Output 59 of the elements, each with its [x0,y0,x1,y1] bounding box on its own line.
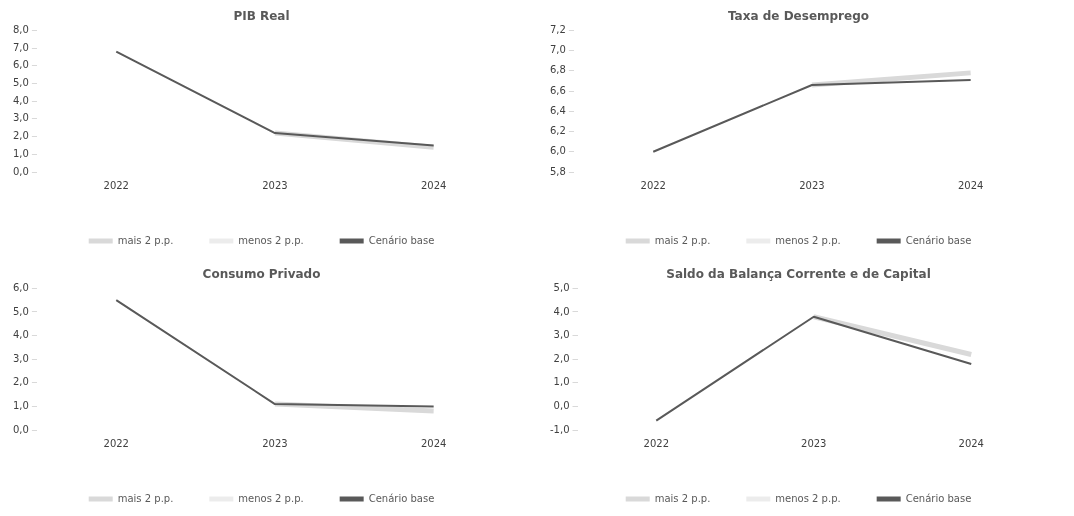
y-tick-label: 6,2 [550,125,566,137]
y-tick-label: 1,0 [13,147,29,159]
y-tick-label: 3,0 [13,352,29,364]
legend-label: Cenário base [905,492,972,504]
chart-title: PIB Real [233,9,290,24]
legend-label: menos 2 p.p. [775,234,841,246]
y-tick-label: 4,0 [13,329,29,341]
y-tick-label: 6,8 [550,64,566,76]
y-tick-label: 2,0 [13,130,29,142]
x-tick-label: 2024 [957,179,984,191]
y-tick-label: 5,0 [553,281,570,293]
y-tick-label: 6,0 [13,59,29,71]
legend-label: mais 2 p.p. [654,492,711,504]
x-tick-label: 2024 [958,437,984,449]
x-tick-label: 2023 [262,437,288,449]
legend-label: mais 2 p.p. [654,234,711,246]
legend-label: menos 2 p.p. [238,492,304,504]
y-tick-label: 4,0 [13,94,29,106]
y-tick-label: 0,0 [13,423,29,435]
y-tick-label: 2,0 [13,376,29,388]
x-tick-label: 2023 [262,179,288,191]
y-tick-label: 0,0 [553,399,570,411]
y-tick-label: 1,0 [13,399,29,411]
y-tick-label: 4,0 [553,305,570,317]
chart-title: Saldo da Balança Corrente e de Capital [666,267,931,282]
y-tick-label: 5,0 [13,77,29,89]
y-tick-label: 2,0 [553,352,570,364]
y-tick-label: 6,0 [550,145,566,157]
legend-label: mais 2 p.p. [117,492,174,504]
legend-label: menos 2 p.p. [238,234,304,246]
y-tick-label: 6,4 [550,104,566,116]
x-tick-label: 2024 [420,179,447,191]
y-tick-label: 0,0 [13,165,29,177]
chart-title: Consumo Privado [202,267,321,282]
y-tick-label: 5,8 [550,165,566,177]
x-tick-label: 2024 [420,437,447,449]
x-tick-label: 2022 [643,437,669,449]
x-tick-label: 2022 [103,437,129,449]
x-tick-label: 2022 [103,179,129,191]
legend-label: mais 2 p.p. [117,234,174,246]
x-tick-label: 2023 [801,437,827,449]
y-tick-label: 1,0 [553,376,570,388]
legend-label: Cenário base [368,234,435,246]
y-tick-label: 8,0 [13,23,29,35]
y-tick-label: 6,6 [550,84,566,96]
y-tick-label: 5,0 [13,305,29,317]
y-tick-label: 3,0 [553,329,570,341]
y-tick-label: 7,2 [550,23,566,35]
y-tick-label: 7,0 [13,41,29,53]
y-tick-label: -1,0 [550,423,570,435]
legend-label: menos 2 p.p. [775,492,841,504]
legend-label: Cenário base [905,234,972,246]
y-tick-label: 6,0 [13,281,29,293]
chart-title: Taxa de Desemprego [727,9,870,24]
y-tick-label: 7,0 [550,44,566,56]
x-tick-label: 2022 [640,179,666,191]
y-tick-label: 3,0 [13,112,29,124]
x-tick-label: 2023 [799,179,825,191]
legend-label: Cenário base [368,492,435,504]
